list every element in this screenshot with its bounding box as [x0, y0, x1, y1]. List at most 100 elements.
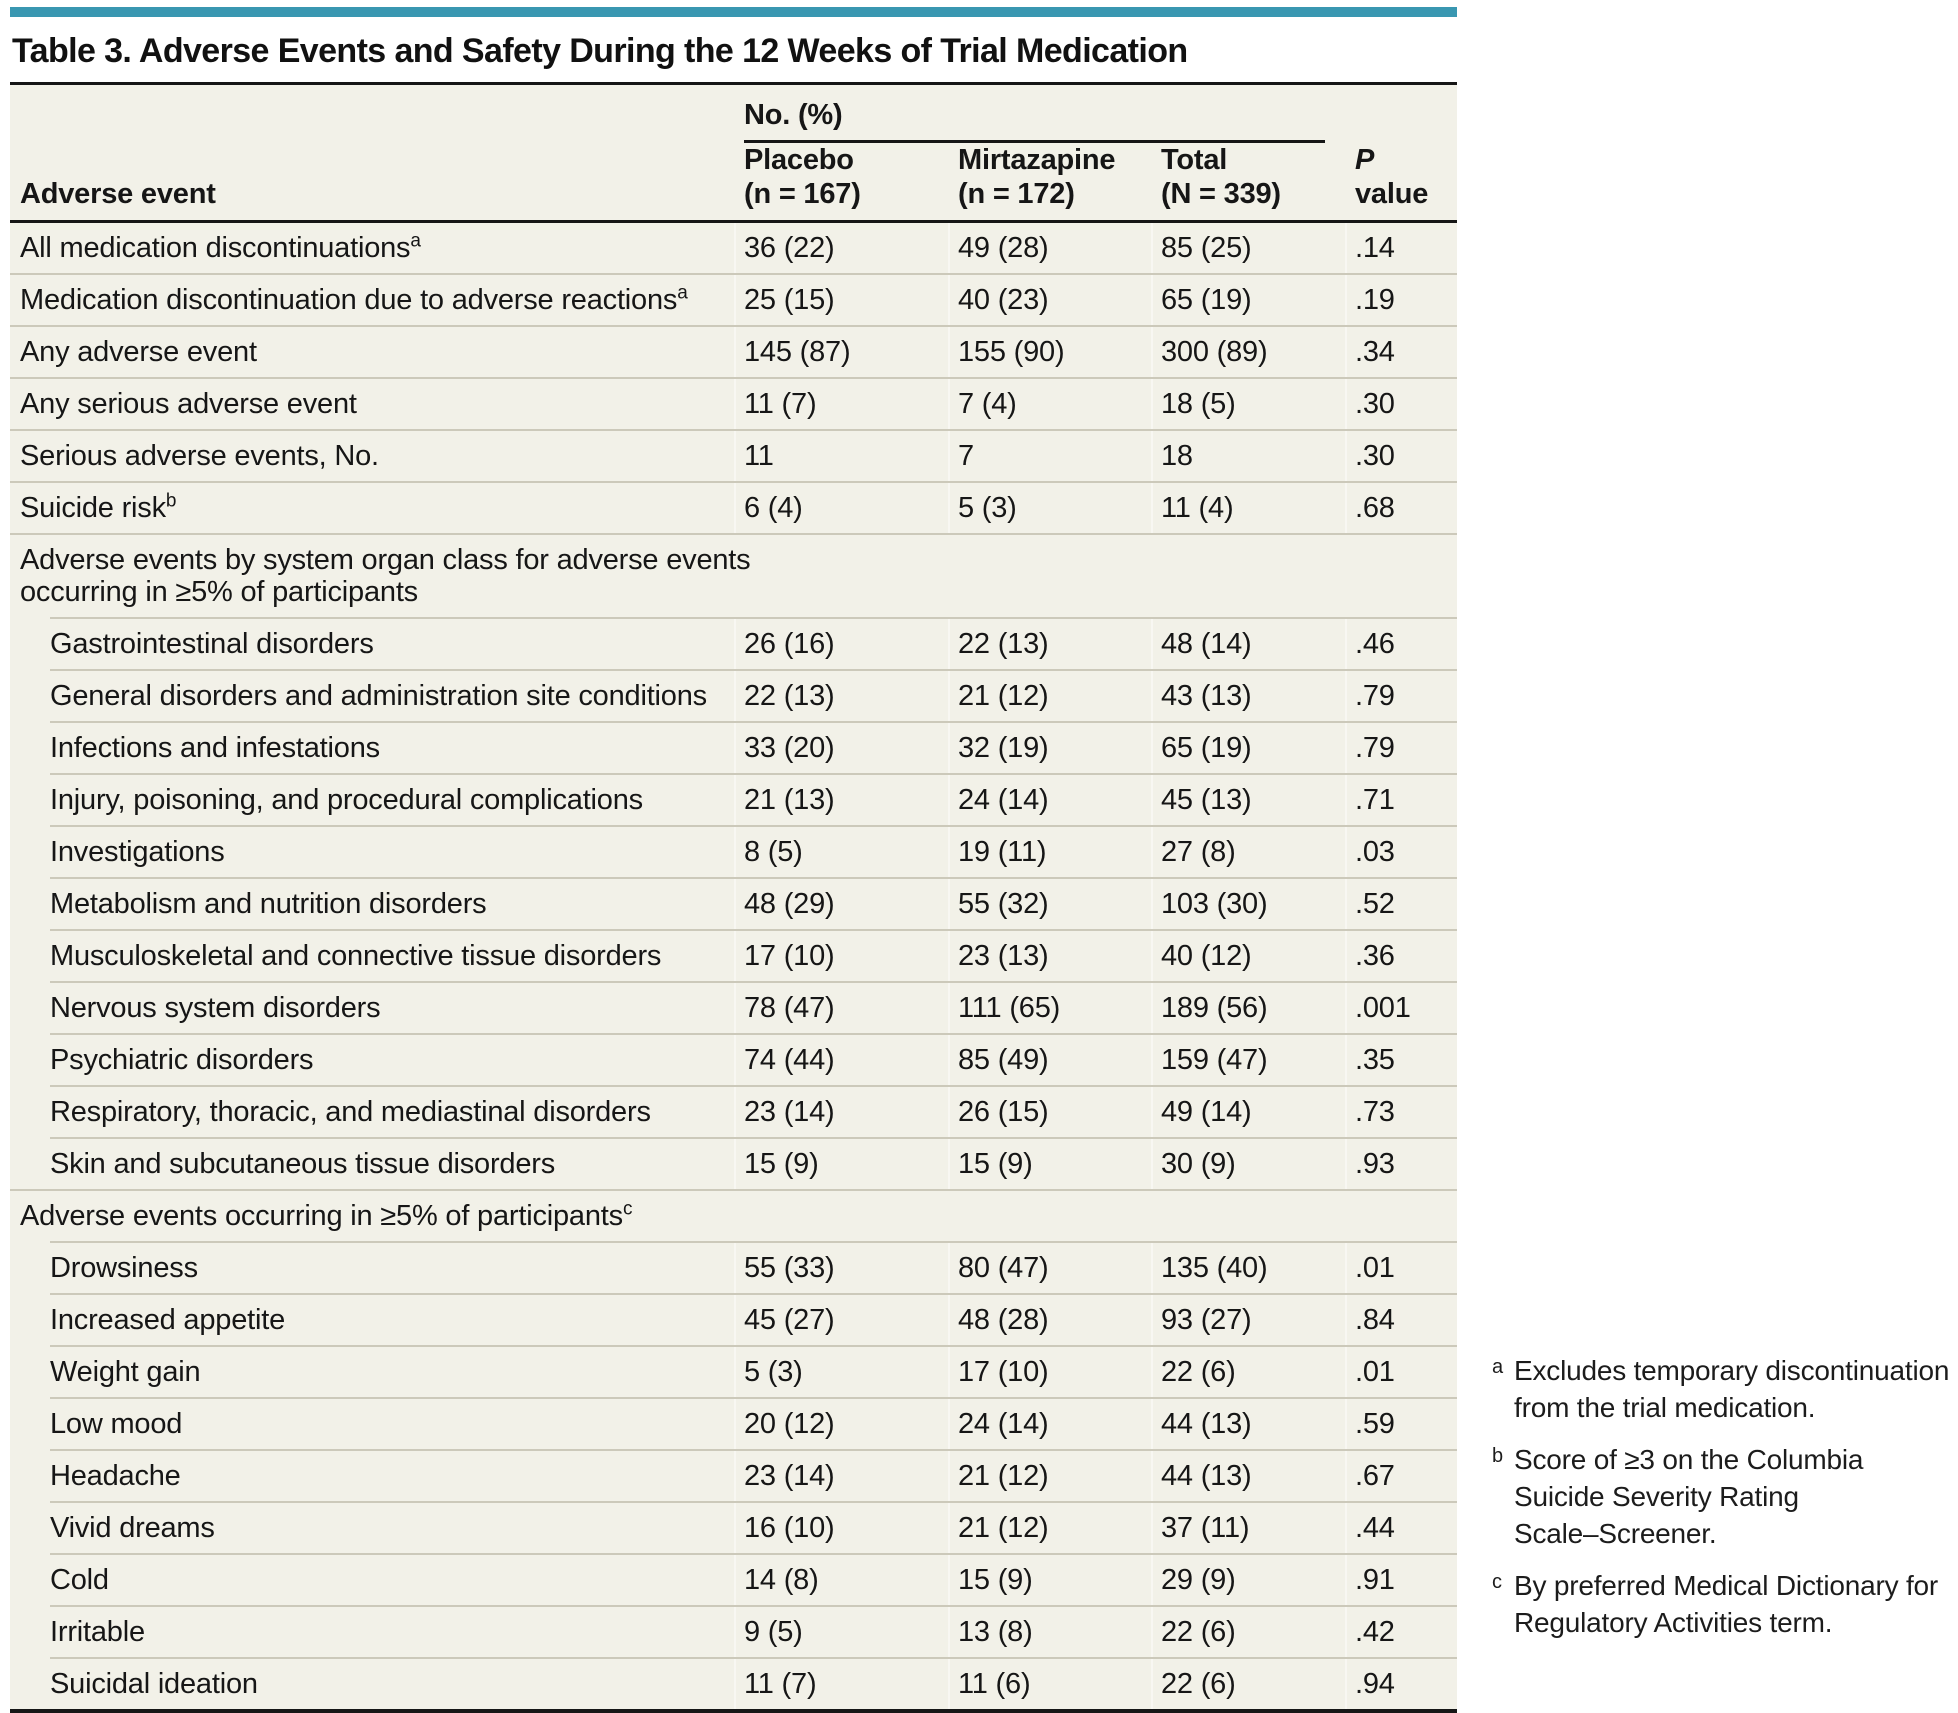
accent-bar: [10, 7, 1457, 17]
value-cell: 9 (5): [734, 1605, 948, 1657]
value-cell: 26 (16): [734, 617, 948, 669]
value-cell: 7 (4): [948, 377, 1151, 429]
table-row: All medication discontinuationsa 36 (22) 4…: [10, 223, 1457, 273]
value-cell: 6 (4): [734, 481, 948, 533]
value-cell: 20 (12): [734, 1397, 948, 1449]
column-header-total: Total (N = 339): [1151, 143, 1345, 223]
p-value-cell: .30: [1345, 377, 1457, 429]
table-row: Respiratory, thoracic, and mediastinal d…: [10, 1085, 1457, 1137]
row-label: Suicidal ideation: [10, 1657, 734, 1713]
row-label: Headache: [10, 1449, 734, 1501]
p-value-cell: .44: [1345, 1501, 1457, 1553]
value-cell: 49 (14): [1151, 1085, 1345, 1137]
value-cell: 8 (5): [734, 825, 948, 877]
value-cell: 40 (12): [1151, 929, 1345, 981]
table-row: Skin and subcutaneous tissue disorders 15…: [10, 1137, 1457, 1189]
spanner-empty-cell: [10, 85, 734, 143]
p-value-cell: .73: [1345, 1085, 1457, 1137]
value-cell: 80 (47): [948, 1241, 1151, 1293]
p-value-cell: .52: [1345, 877, 1457, 929]
value-cell: 36 (22): [734, 223, 948, 273]
value-cell: 21 (12): [948, 1449, 1151, 1501]
value-cell: 15 (9): [948, 1137, 1151, 1189]
footnote: c By preferred Medical Dictionary for Reg…: [1492, 1567, 1954, 1641]
value-cell: 25 (15): [734, 273, 948, 325]
p-value-cell: .35: [1345, 1033, 1457, 1085]
section-header-row: Adverse events by system organ class for…: [10, 533, 1457, 617]
table-row: Increased appetite 45 (27) 48 (28) 93 (27).…: [10, 1293, 1457, 1345]
table-row: Headache 23 (14) 21 (12) 44 (13) .67: [10, 1449, 1457, 1501]
table-row: Weight gain 5 (3) 17 (10) 22 (6) .01: [10, 1345, 1457, 1397]
row-label: Cold: [10, 1553, 734, 1605]
column-header-adverse-event: Adverse event: [10, 143, 734, 223]
value-cell: 23 (14): [734, 1449, 948, 1501]
row-label: Nervous system disorders: [10, 981, 734, 1033]
p-value-cell: .46: [1345, 617, 1457, 669]
value-cell: 22 (13): [734, 669, 948, 721]
row-label: Irritable: [10, 1605, 734, 1657]
row-label: Increased appetite: [10, 1293, 734, 1345]
value-cell: 48 (14): [1151, 617, 1345, 669]
section-header-label: Adverse events by system organ class for…: [10, 533, 1457, 617]
value-cell: 159 (47): [1151, 1033, 1345, 1085]
value-cell: 74 (44): [734, 1033, 948, 1085]
p-value-cell: .67: [1345, 1449, 1457, 1501]
p-value-cell: .94: [1345, 1657, 1457, 1713]
value-cell: 16 (10): [734, 1501, 948, 1553]
table-row: Medication discontinuation due to advers…: [10, 273, 1457, 325]
value-cell: 27 (8): [1151, 825, 1345, 877]
value-cell: 45 (27): [734, 1293, 948, 1345]
row-label: Respiratory, thoracic, and mediastinal d…: [10, 1085, 734, 1137]
value-cell: 11 (7): [734, 1657, 948, 1713]
value-cell: 23 (14): [734, 1085, 948, 1137]
value-cell: 17 (10): [734, 929, 948, 981]
value-cell: 189 (56): [1151, 981, 1345, 1033]
value-cell: 44 (13): [1151, 1449, 1345, 1501]
row-label: Injury, poisoning, and procedural compli…: [10, 773, 734, 825]
table-row: Cold 14 (8) 15 (9) 29 (9) .91: [10, 1553, 1457, 1605]
section-header-row: Adverse events occurring in ≥5% of parti…: [10, 1189, 1457, 1241]
p-value-cell: .71: [1345, 773, 1457, 825]
column-header-placebo: Placebo (n = 167): [734, 143, 948, 223]
table-row: Musculoskeletal and connective tissue di…: [10, 929, 1457, 981]
p-value-cell: .34: [1345, 325, 1457, 377]
footnote-marker: b: [1492, 1445, 1503, 1467]
p-rest: value: [1355, 178, 1429, 210]
row-label: All medication discontinuationsa: [20, 230, 421, 264]
footnote-ref: c: [622, 1198, 633, 1220]
footnote-ref: b: [165, 490, 177, 512]
value-cell: 43 (13): [1151, 669, 1345, 721]
value-cell: 40 (23): [948, 273, 1151, 325]
p-value-cell: .79: [1345, 721, 1457, 773]
row-label: Skin and subcutaneous tissue disorders: [10, 1137, 734, 1189]
value-cell: 24 (14): [948, 773, 1151, 825]
value-cell: 5 (3): [948, 481, 1151, 533]
table-row: Any serious adverse event 11 (7) 7 (4) 18 (…: [10, 377, 1457, 429]
spanner-label: No. (%): [744, 99, 1325, 143]
row-label: Investigations: [10, 825, 734, 877]
value-cell: 65 (19): [1151, 721, 1345, 773]
value-cell: 145 (87): [734, 325, 948, 377]
table-row: Psychiatric disorders 74 (44) 85 (49) 159 (…: [10, 1033, 1457, 1085]
row-label: Vivid dreams: [10, 1501, 734, 1553]
footnotes: a Excludes temporary discontinuation from…: [1492, 1352, 1954, 1656]
value-cell: 65 (19): [1151, 273, 1345, 325]
page: { "accent_color": "#3997b1", "title": "T…: [10, 7, 1950, 1713]
spanner-cell: No. (%): [734, 85, 1345, 143]
value-cell: 21 (12): [948, 1501, 1151, 1553]
p-value-cell: .01: [1345, 1345, 1457, 1397]
table-title: Table 3. Adverse Events and Safety Durin…: [12, 32, 1188, 70]
p-value-cell: .36: [1345, 929, 1457, 981]
value-cell: 5 (3): [734, 1345, 948, 1397]
table-row: Irritable 9 (5) 13 (8) 22 (6) .42: [10, 1605, 1457, 1657]
row-label: Medication discontinuation due to advers…: [10, 273, 734, 325]
value-cell: 93 (27): [1151, 1293, 1345, 1345]
value-cell: 48 (29): [734, 877, 948, 929]
value-cell: 30 (9): [1151, 1137, 1345, 1189]
value-cell: 49 (28): [948, 223, 1151, 273]
value-cell: 21 (12): [948, 669, 1151, 721]
value-cell: 32 (19): [948, 721, 1151, 773]
footnote-text: Score of ≥3 on the Columbia Suicide Seve…: [1514, 1444, 1864, 1549]
row-label: Any adverse event: [10, 325, 734, 377]
p-value-cell: .59: [1345, 1397, 1457, 1449]
